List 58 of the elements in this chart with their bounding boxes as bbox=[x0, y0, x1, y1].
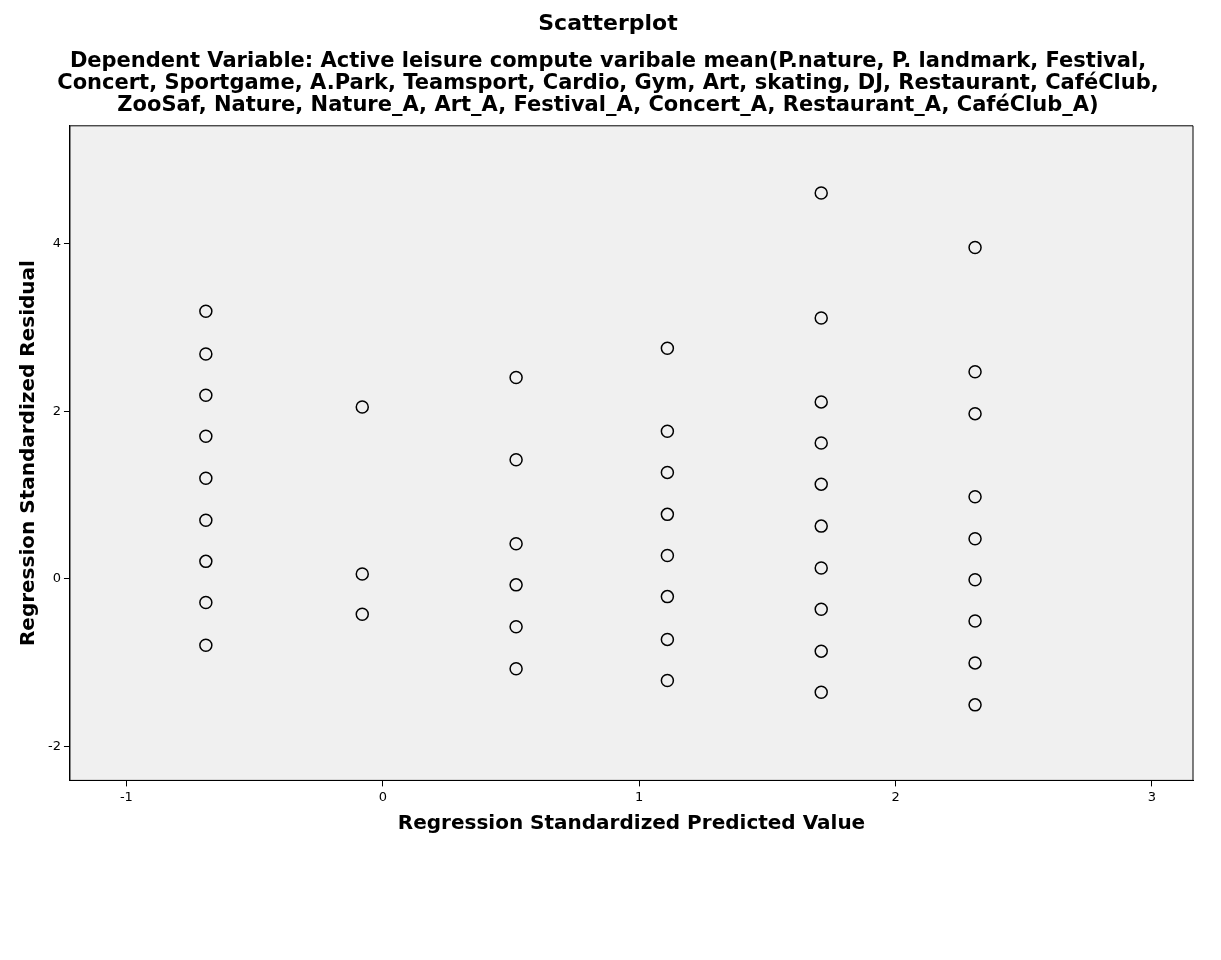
point bbox=[199, 347, 213, 361]
point bbox=[199, 304, 213, 319]
point bbox=[660, 548, 675, 563]
chart-title: Scatterplot bbox=[537, 10, 679, 35]
chart-subtitle: Dependent Variable: Active leisure compute varibale mean(P.nature, P. landmark, Festival, Concert, Sportgame, A.Park, Teamsport, Cardio, Gym, Art, skating, DJ, Restaurant, CaféClub, ZooSaf, Nature, Nature_A, Art_A, Festival_A, Concert_A, Restaurant_A, CaféClub_A) bbox=[56, 48, 1160, 117]
x-tick-label: 1 bbox=[635, 788, 644, 804]
point bbox=[660, 507, 675, 522]
point bbox=[968, 240, 982, 255]
y-tick-label: 2 bbox=[52, 402, 61, 418]
point bbox=[814, 602, 828, 617]
point bbox=[968, 532, 982, 546]
x-tick-label: -1 bbox=[119, 788, 133, 804]
y-tick-label: -2 bbox=[47, 738, 61, 754]
point bbox=[814, 644, 828, 659]
x-tick-label: 3 bbox=[1147, 788, 1157, 804]
point bbox=[199, 554, 213, 569]
point bbox=[968, 698, 982, 712]
point bbox=[199, 429, 213, 444]
point bbox=[509, 578, 523, 592]
point bbox=[509, 370, 523, 385]
point bbox=[660, 632, 675, 647]
point bbox=[968, 407, 982, 421]
point bbox=[814, 685, 828, 700]
point bbox=[660, 424, 675, 439]
point bbox=[199, 638, 213, 653]
point bbox=[814, 436, 828, 450]
point bbox=[968, 656, 982, 670]
point bbox=[509, 662, 523, 676]
point bbox=[199, 513, 213, 528]
point bbox=[968, 573, 982, 587]
point bbox=[509, 453, 523, 467]
point bbox=[199, 595, 213, 610]
x-tick-label: 2 bbox=[891, 788, 900, 804]
point bbox=[355, 607, 370, 622]
point bbox=[509, 620, 523, 634]
point bbox=[814, 311, 828, 325]
point bbox=[355, 400, 370, 414]
point bbox=[968, 365, 982, 379]
point bbox=[814, 561, 828, 575]
y-tick-label: 0 bbox=[52, 570, 61, 586]
point bbox=[199, 388, 213, 403]
point bbox=[814, 477, 828, 492]
point bbox=[199, 471, 213, 486]
point bbox=[968, 490, 982, 504]
point bbox=[509, 537, 523, 551]
point bbox=[814, 395, 828, 409]
point bbox=[660, 590, 675, 604]
point bbox=[814, 519, 828, 533]
point bbox=[968, 614, 982, 628]
y-axis-title: Regression Standardized Residual bbox=[15, 260, 40, 647]
point bbox=[660, 465, 675, 480]
point bbox=[355, 567, 370, 581]
x-tick-label: 0 bbox=[378, 788, 387, 804]
x-axis-title: Regression Standardized Predicted Value bbox=[397, 810, 866, 835]
point bbox=[814, 186, 828, 200]
point bbox=[660, 341, 675, 356]
point bbox=[660, 673, 675, 688]
y-tick-label: 4 bbox=[52, 234, 61, 250]
